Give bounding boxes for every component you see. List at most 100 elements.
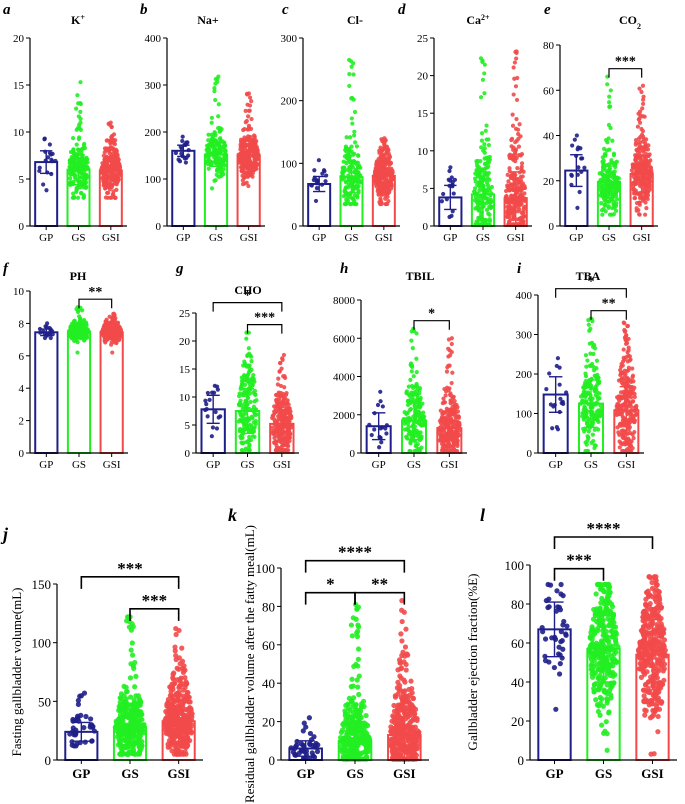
data-point <box>238 151 243 156</box>
data-point <box>351 170 357 175</box>
data-point <box>75 350 80 355</box>
data-point <box>205 414 210 419</box>
y-tick-label: 15 <box>179 364 191 376</box>
data-point <box>349 64 354 69</box>
data-point <box>110 350 115 355</box>
data-point <box>276 428 281 434</box>
y-tick-label: 0 <box>19 448 25 460</box>
data-point <box>602 152 607 157</box>
data-point <box>617 439 622 444</box>
data-point <box>374 162 379 167</box>
data-point <box>357 180 363 185</box>
data-point <box>633 138 639 143</box>
data-point <box>487 157 492 162</box>
data-point <box>118 691 125 697</box>
data-point <box>88 716 94 722</box>
panel-letter: b <box>140 2 148 18</box>
data-point <box>514 56 519 61</box>
data-point <box>445 365 450 370</box>
data-point <box>489 184 495 190</box>
data-point <box>446 337 452 342</box>
data-point <box>554 363 559 369</box>
data-point <box>108 195 113 200</box>
data-point <box>583 353 589 358</box>
data-point <box>644 193 649 198</box>
data-point <box>82 141 87 147</box>
data-point <box>244 170 249 175</box>
data-point <box>627 417 633 423</box>
data-point <box>604 148 610 153</box>
data-point <box>133 693 139 699</box>
data-point <box>204 159 209 165</box>
data-point <box>79 190 84 196</box>
data-point <box>288 416 293 421</box>
data-point <box>503 188 509 194</box>
data-point <box>380 139 385 144</box>
data-point <box>112 148 117 153</box>
data-point <box>487 177 492 182</box>
data-point <box>348 135 353 140</box>
data-point <box>484 207 490 212</box>
data-point <box>113 195 118 200</box>
data-point <box>346 185 351 190</box>
data-point <box>514 116 519 122</box>
data-point <box>244 378 250 383</box>
data-point <box>242 374 247 379</box>
data-point <box>416 430 421 435</box>
data-point <box>637 192 642 197</box>
data-point <box>622 434 628 439</box>
data-point <box>78 120 83 125</box>
data-point <box>73 731 79 737</box>
data-point <box>115 321 120 326</box>
data-point <box>626 348 631 353</box>
data-point <box>439 448 444 453</box>
data-point <box>588 363 593 368</box>
data-point <box>585 422 591 427</box>
x-tick-label: GSI <box>440 459 458 471</box>
data-point <box>245 353 250 358</box>
data-point <box>41 182 46 187</box>
data-point <box>173 150 178 156</box>
y-tick-label: 0 <box>527 448 533 460</box>
data-point <box>579 156 584 161</box>
data-point <box>246 363 251 368</box>
data-point <box>243 108 248 113</box>
data-point <box>209 434 214 439</box>
data-point <box>244 91 250 96</box>
data-point <box>388 170 394 175</box>
data-point <box>209 120 214 125</box>
data-point <box>484 188 490 193</box>
data-point <box>512 60 517 65</box>
data-point <box>242 126 247 132</box>
data-point <box>238 411 243 416</box>
data-point <box>111 141 116 146</box>
x-tick-label: GS <box>240 459 254 471</box>
data-point <box>607 100 612 105</box>
y-tick-label: 0 <box>185 448 191 460</box>
data-point <box>78 80 83 85</box>
data-point <box>236 402 241 407</box>
data-point <box>104 138 109 143</box>
data-point <box>609 212 614 217</box>
data-point <box>320 171 325 176</box>
significance-bracket <box>413 320 450 330</box>
points-gs <box>339 57 363 207</box>
data-point <box>210 390 215 395</box>
data-point <box>385 191 391 196</box>
data-point <box>50 151 55 156</box>
data-point <box>277 369 282 374</box>
data-point <box>550 426 555 431</box>
data-point <box>184 140 189 145</box>
y-tick-label: 10 <box>417 146 429 158</box>
data-point <box>574 133 579 138</box>
data-point <box>72 195 77 200</box>
data-point <box>244 336 249 341</box>
data-point <box>75 185 80 190</box>
data-point <box>212 130 217 135</box>
data-point <box>179 151 184 156</box>
data-point <box>586 318 591 323</box>
x-tick-label: GS <box>71 232 85 244</box>
data-point <box>637 212 642 217</box>
